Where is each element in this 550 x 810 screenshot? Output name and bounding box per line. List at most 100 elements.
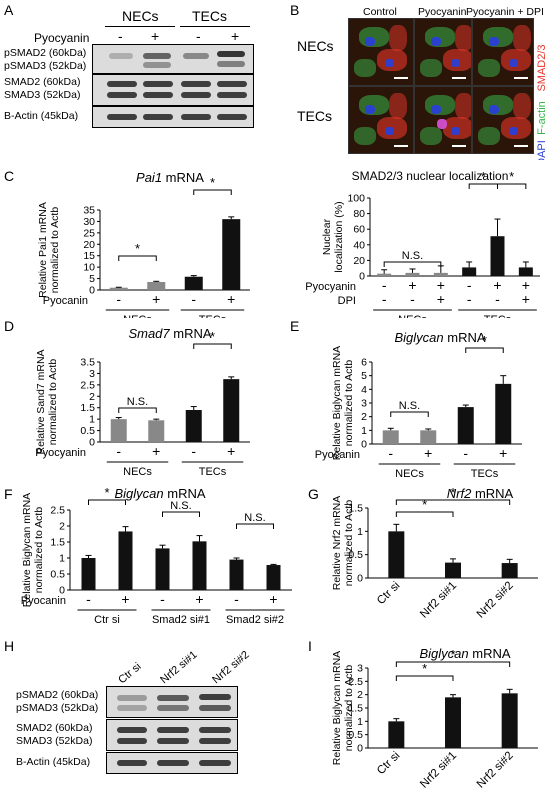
category-label: Ctr si bbox=[375, 750, 402, 777]
micrograph-image bbox=[414, 86, 472, 154]
treatment-mark: + bbox=[121, 591, 129, 607]
significance-bracket bbox=[193, 343, 232, 349]
treatment-mark: + bbox=[195, 591, 203, 607]
blot-row-label: B-Actin (45kDa) bbox=[4, 110, 79, 122]
y-axis-label: Nuclear bbox=[321, 218, 333, 255]
significance-bracket bbox=[390, 411, 429, 417]
treatment-mark: - bbox=[382, 277, 387, 293]
significance-bracket bbox=[118, 407, 157, 413]
y-axis-label: normalized to Actb bbox=[343, 500, 355, 587]
y-tick-label: 1.5 bbox=[50, 537, 65, 549]
treatment-label: Pyocyanin bbox=[35, 447, 86, 459]
treatment-mark: + bbox=[152, 291, 160, 307]
bar bbox=[147, 282, 166, 290]
treatment-mark: + bbox=[152, 443, 160, 459]
blot-strip bbox=[92, 74, 254, 106]
category-label: Ctr si bbox=[375, 580, 402, 607]
y-tick-label: 0 bbox=[357, 743, 363, 755]
y-tick-label: 0.5 bbox=[348, 729, 363, 741]
significance-bracket bbox=[395, 675, 454, 681]
treatment-mark: + bbox=[269, 591, 277, 607]
bar bbox=[388, 721, 405, 748]
bar bbox=[382, 430, 399, 444]
chart-title: Smad7 mRNA bbox=[128, 326, 211, 341]
treatment-mark: - bbox=[463, 445, 468, 461]
bar bbox=[377, 273, 392, 276]
bar bbox=[110, 419, 127, 442]
group-line-tecs bbox=[180, 26, 250, 27]
blot-h-lane-labels: Ctr si Nrf2 si#1 Nrf2 si#2 bbox=[116, 649, 251, 686]
y-tick-label: 1.5 bbox=[348, 503, 363, 515]
significance-label: * bbox=[104, 486, 109, 500]
bar bbox=[155, 548, 170, 590]
chart-title: Biglycan mRNA bbox=[394, 330, 485, 345]
chart-biglycan-f: Biglycan mRNA Relative Biglycan mRNA norma… bbox=[21, 486, 292, 626]
y-tick-label: 0 bbox=[361, 439, 367, 451]
y-tick-label: 80 bbox=[353, 208, 365, 220]
group-label: NECs bbox=[398, 314, 427, 318]
treatment-mark: - bbox=[234, 591, 239, 607]
blot-row-label: pSMAD3 (52kDa) bbox=[16, 702, 99, 714]
y-axis-label: Relative Biglycan mRNA bbox=[331, 651, 343, 765]
stain-label-smad: SMAD2/3 bbox=[536, 44, 548, 91]
y-axis-label: normalized to Actb bbox=[343, 360, 355, 447]
y-tick-label: 0.5 bbox=[50, 569, 65, 581]
y-tick-label: 1.5 bbox=[348, 703, 363, 715]
significance-bracket bbox=[395, 499, 511, 505]
treatment-mark: - bbox=[388, 445, 393, 461]
significance-label: * bbox=[450, 486, 455, 500]
y-axis-label: normalized to Actb bbox=[49, 207, 61, 294]
treatment-mark: + bbox=[424, 445, 432, 461]
y-tick-label: 3 bbox=[361, 398, 367, 410]
bar bbox=[118, 531, 133, 590]
chart-pai1-mrna: Pai1 mRNA Relative Pai1 mRNA normalized to… bbox=[37, 170, 250, 318]
y-tick-label: 2.5 bbox=[348, 676, 363, 688]
blot-strip bbox=[106, 752, 238, 774]
y-tick-label: 10 bbox=[83, 262, 95, 274]
y-tick-label: 35 bbox=[83, 205, 95, 217]
y-axis-label: Relative Biglycan mRNA bbox=[331, 346, 343, 460]
bar bbox=[223, 379, 240, 442]
y-tick-label: 1 bbox=[59, 553, 65, 565]
category-label: Nrf2 si#1 bbox=[418, 580, 459, 621]
significance-bracket bbox=[395, 661, 511, 667]
group-line-necs bbox=[105, 26, 175, 27]
y-tick-label: 1 bbox=[361, 425, 367, 437]
y-tick-label: 2 bbox=[89, 391, 95, 403]
significance-bracket bbox=[395, 511, 454, 517]
significance-label: * bbox=[135, 241, 140, 256]
treatment-label: Pyocyanin bbox=[305, 281, 356, 293]
treatment-mark: - bbox=[467, 291, 472, 307]
micro-row-label: TECs bbox=[297, 108, 332, 124]
treatment-label: DPI bbox=[338, 295, 356, 307]
significance-bracket bbox=[383, 261, 442, 267]
chart-title: Biglycan mRNA bbox=[419, 646, 510, 661]
blot-strip bbox=[92, 106, 254, 128]
bar bbox=[184, 276, 203, 290]
chart-title: Nrf2 mRNA bbox=[447, 486, 514, 501]
blot-row-label: pSMAD2 (60kDa) bbox=[4, 47, 87, 59]
significance-label: N.S. bbox=[402, 250, 423, 262]
significance-bracket bbox=[118, 255, 157, 261]
bar bbox=[185, 410, 202, 442]
micrograph-image bbox=[414, 18, 472, 86]
stain-legend: SMAD2/3 F-actin DAPI bbox=[536, 44, 548, 160]
significance-bracket bbox=[236, 523, 274, 529]
y-tick-label: 0.5 bbox=[80, 425, 95, 437]
panel-letter-f: F bbox=[4, 486, 13, 502]
y-tick-label: 0 bbox=[359, 271, 365, 283]
bar bbox=[222, 219, 241, 290]
lane-mark: - bbox=[118, 28, 123, 44]
bar bbox=[501, 693, 518, 748]
y-tick-label: 5 bbox=[89, 273, 95, 285]
y-tick-label: 1 bbox=[357, 716, 363, 728]
treatment-mark: - bbox=[86, 591, 91, 607]
y-tick-label: 0 bbox=[89, 285, 95, 297]
treatment-mark: + bbox=[437, 277, 445, 293]
chart-title: SMAD2/3 nuclear localization bbox=[352, 169, 509, 183]
lane-mark: + bbox=[231, 28, 240, 44]
significance-bracket bbox=[497, 183, 527, 189]
bar bbox=[109, 287, 128, 290]
bar bbox=[148, 420, 165, 442]
y-tick-label: 2 bbox=[357, 689, 363, 701]
